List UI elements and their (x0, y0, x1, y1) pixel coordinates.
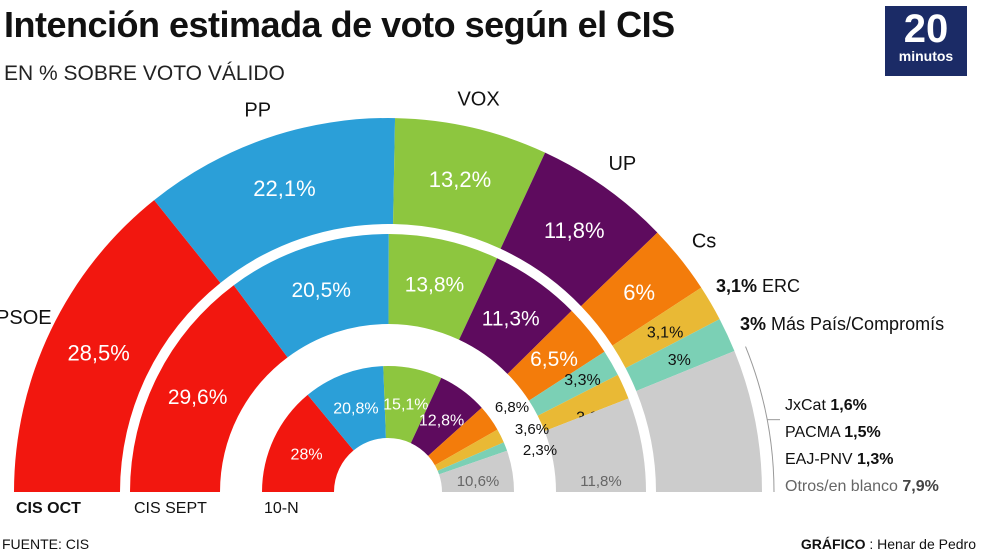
slice-label: 11,8% (544, 218, 605, 243)
slice-label: 20,8% (333, 401, 378, 418)
party-name-label: PSOE (0, 307, 52, 329)
slice-pp (307, 366, 386, 451)
slice-erc (612, 287, 720, 369)
party-name-label: PP (244, 100, 271, 122)
otros-item-value: 7,9% (902, 478, 939, 495)
slice-label: 15,1% (383, 396, 428, 413)
otros-item-name: JxCat (785, 397, 826, 414)
ring-label-sept: CIS SEPT (134, 500, 207, 517)
slice-psoe (130, 285, 288, 492)
otros-item-name: Otros/en blanco (785, 478, 898, 495)
slice-cs (581, 232, 702, 346)
otros-item-name: EAJ-PNV (785, 451, 853, 468)
ring-label-10n: 10-N (264, 500, 299, 517)
chart-subtitle: EN % SOBRE VOTO VÁLIDO (4, 62, 285, 85)
party-name-label: UP (608, 153, 636, 175)
slice-label: 13,8% (405, 273, 465, 296)
credit-label: GRÁFICO (800, 536, 866, 552)
slice-label: 3% (668, 352, 691, 369)
ring-label-oct: CIS OCT (16, 500, 81, 517)
otros-breakdown: JxCat 1,6% PACMA 1,5% EAJ-PNV 1,3% Otros… (785, 392, 939, 500)
slice-label: 6,8% (495, 399, 529, 416)
brand-logo: 20 minutos (885, 6, 967, 76)
slice-pp (154, 118, 396, 283)
credit-name: : Henar de Pedro (865, 536, 976, 552)
slice-up (410, 377, 482, 456)
slice-otros (439, 450, 514, 492)
slice-vox (388, 234, 498, 340)
slice-label: 3,6% (515, 421, 549, 438)
otros-item: EAJ-PNV 1,3% (785, 446, 939, 473)
slice-label: 20,5% (291, 279, 351, 302)
slice-cs (428, 407, 498, 466)
side-label-mas-pais: 3% Más País/Compromís (740, 314, 944, 335)
slice-label: 28,5% (67, 341, 129, 366)
slice-label: 10,6% (457, 473, 500, 490)
side-label-name: ERC (762, 276, 801, 296)
otros-bracket (745, 346, 775, 493)
slice-label: 6,5% (530, 348, 578, 371)
logo-number: 20 (903, 7, 949, 51)
slice-label: 11,3% (482, 307, 540, 330)
slice-vox (393, 118, 546, 249)
slice-label: 3,1% (647, 325, 683, 342)
slice-label: 2,3% (523, 442, 557, 459)
slice-label: 29,6% (168, 386, 228, 409)
otros-item-name: PACMA (785, 424, 840, 441)
slice-psoe (262, 394, 354, 492)
otros-item-value: 1,3% (857, 451, 894, 468)
side-label-value: 3,1% (716, 276, 758, 296)
slice-mp (437, 442, 508, 475)
otros-item: Otros/en blanco 7,9% (785, 473, 939, 500)
party-name-label: VOX (457, 88, 499, 110)
slice-vox (383, 366, 442, 444)
side-label-name: Más País/Compromís (771, 314, 945, 334)
otros-item-value: 1,6% (830, 397, 867, 414)
slice-label: 13,2% (429, 167, 491, 192)
slice-up (500, 152, 658, 307)
slice-cs (507, 310, 605, 401)
slice-mp (528, 351, 618, 416)
credit-note: GRÁFICO : Henar de Pedro (801, 536, 976, 552)
slice-erc (537, 374, 629, 432)
slice-psoe (14, 200, 221, 493)
chart-title: Intención estimada de voto según el CIS (4, 4, 675, 45)
side-label-erc: 3,1% ERC (716, 276, 800, 297)
source-note: FUENTE: CIS (2, 536, 90, 552)
slice-otros (636, 351, 762, 492)
side-label-value: 3% (740, 314, 767, 334)
party-name-label: Cs (692, 230, 716, 252)
slice-up (459, 258, 572, 374)
otros-item: JxCat 1,6% (785, 392, 939, 419)
slice-pp (233, 233, 389, 358)
otros-item: PACMA 1,5% (785, 419, 939, 446)
otros-item-value: 1,5% (844, 424, 881, 441)
slice-label: 22,1% (253, 176, 315, 201)
logo-word: minutos (898, 48, 954, 64)
slice-label: 3,3% (564, 372, 600, 389)
slice-label: 6% (623, 280, 655, 305)
slice-label: 28% (291, 446, 323, 463)
slice-label: 12,8% (419, 412, 464, 429)
slice-mp (625, 319, 735, 391)
slice-label: 11,8% (580, 473, 621, 490)
slice-erc (434, 429, 504, 471)
slice-otros (544, 398, 646, 492)
